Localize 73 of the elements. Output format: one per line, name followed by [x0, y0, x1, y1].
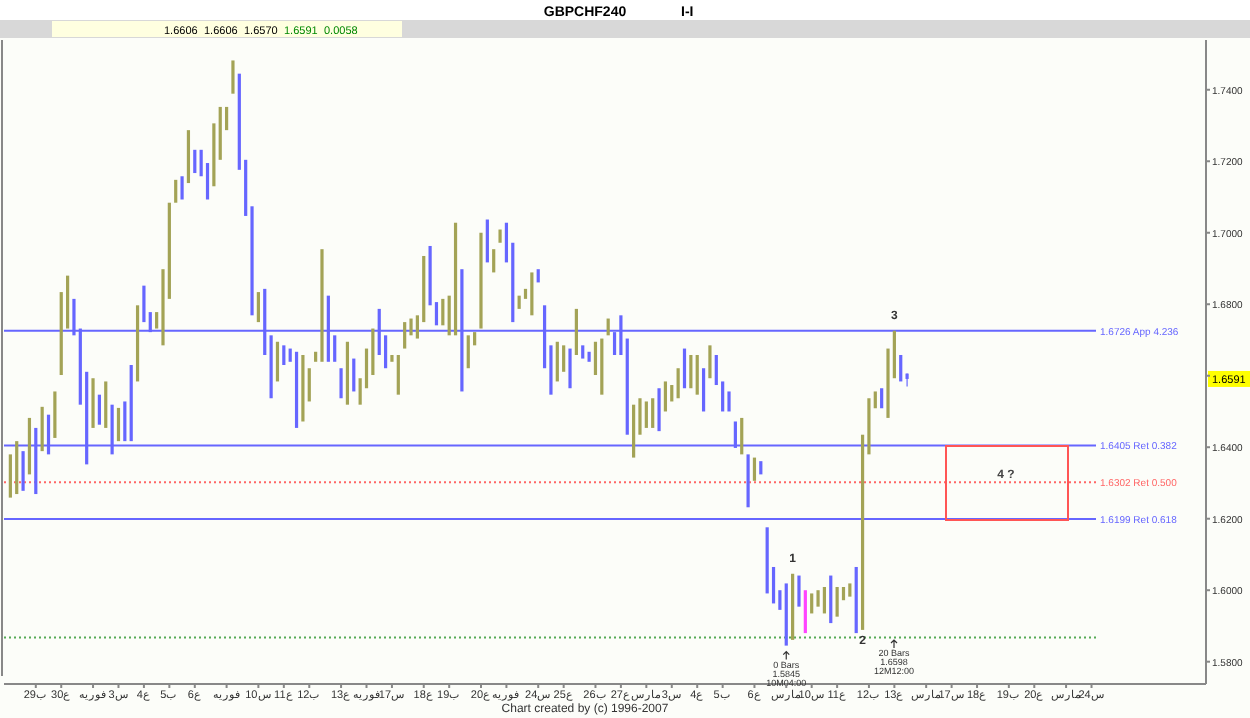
candlestick	[485, 219, 489, 263]
candlestick	[746, 454, 750, 508]
candlestick	[791, 573, 795, 640]
candlestick	[651, 398, 655, 428]
candlestick	[231, 60, 235, 94]
candlestick	[816, 590, 820, 607]
candlestick	[689, 355, 693, 389]
candlestick	[632, 404, 636, 458]
candlestick	[810, 593, 814, 614]
candlestick	[275, 341, 280, 382]
candlestick	[899, 355, 903, 382]
candlestick	[663, 381, 668, 412]
candlestick	[848, 583, 852, 597]
candlestick	[701, 368, 706, 412]
candlestick	[466, 335, 470, 369]
candlestick	[193, 149, 197, 174]
candlestick	[517, 295, 521, 309]
candlestick	[441, 298, 445, 326]
candlestick	[829, 575, 833, 624]
candlestick	[135, 305, 140, 382]
candlestick	[218, 106, 222, 160]
candlestick	[180, 176, 184, 200]
candlestick	[352, 358, 356, 392]
candlestick	[396, 355, 400, 395]
candlestick	[301, 355, 305, 422]
candlestick	[97, 394, 101, 425]
candlestick	[880, 388, 884, 409]
candlestick	[536, 269, 540, 283]
candlestick	[453, 222, 458, 336]
candlestick	[282, 345, 286, 365]
candlestick	[581, 345, 585, 359]
candlestick	[15, 441, 19, 495]
candlestick	[854, 566, 858, 634]
candlestick	[797, 575, 801, 607]
candlestick	[803, 590, 807, 634]
candlestick	[530, 272, 534, 316]
candlestick	[40, 406, 44, 452]
candlestick	[186, 130, 191, 184]
candlestick	[574, 308, 578, 355]
candlestick	[174, 179, 178, 203]
candlestick	[784, 583, 788, 646]
candlestick	[91, 378, 95, 428]
candlestick	[568, 348, 572, 389]
candlestick	[657, 388, 661, 432]
candlestick	[104, 381, 108, 428]
candlestick	[320, 249, 324, 362]
candlestick	[676, 368, 680, 399]
candlestick	[759, 461, 763, 475]
candlestick	[492, 249, 496, 273]
candlestick	[339, 368, 343, 399]
candlestick	[587, 351, 591, 362]
candlestick	[116, 407, 121, 442]
candlestick	[752, 457, 757, 481]
candlestick	[294, 351, 299, 428]
candlestick	[555, 341, 559, 382]
candlestick	[212, 123, 216, 187]
candlestick	[27, 417, 32, 475]
candlestick	[625, 338, 629, 435]
candlestick	[835, 586, 839, 617]
candlestick	[740, 417, 744, 455]
candlestick	[403, 322, 407, 349]
candlestick	[682, 348, 687, 389]
candlestick	[695, 355, 699, 395]
candlestick	[498, 229, 502, 243]
candlestick	[21, 451, 25, 491]
candlestick	[256, 292, 260, 323]
candlestick	[479, 232, 483, 329]
candlestick	[345, 341, 350, 405]
candlestick	[600, 338, 604, 395]
candlestick	[822, 586, 827, 614]
candlestick	[644, 401, 648, 428]
candlestick	[53, 391, 57, 438]
candlestick	[708, 345, 712, 379]
